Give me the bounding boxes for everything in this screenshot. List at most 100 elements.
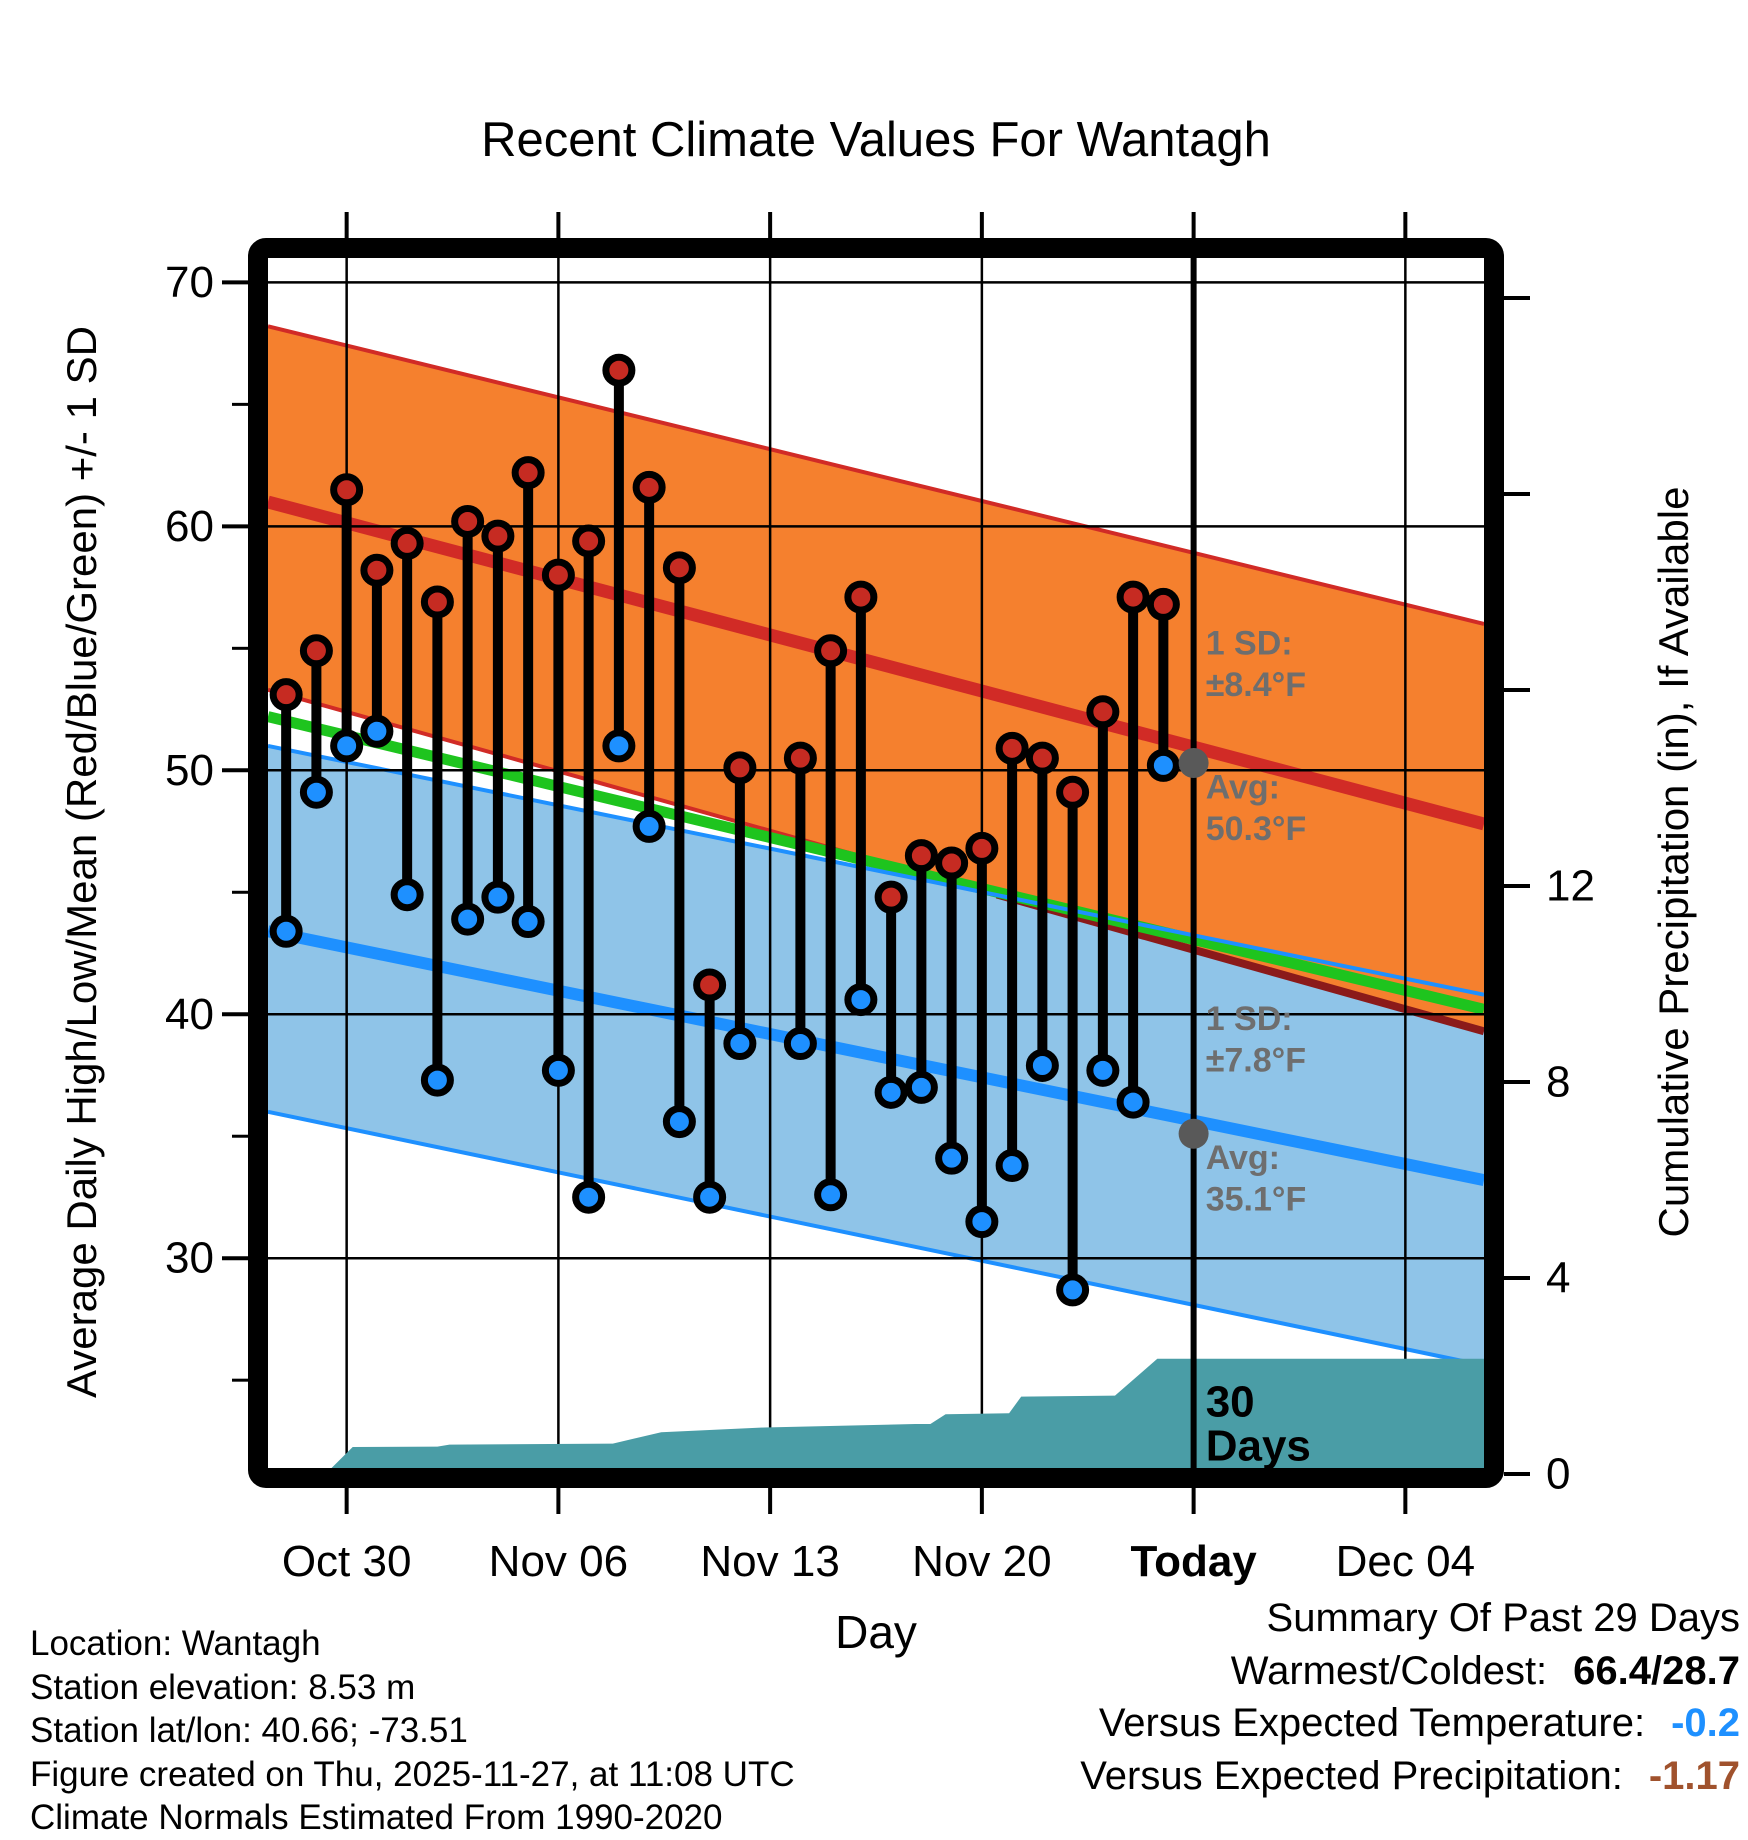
- annotation-0-line-1: ±8.4°F: [1206, 666, 1306, 704]
- summary-title: Summary Of Past 29 Days: [1266, 1596, 1740, 1640]
- y-left-tick-label-70: 70: [165, 258, 214, 307]
- low-dot-Nov-02: [420, 1063, 454, 1097]
- low-dot-Nov-15: [814, 1178, 848, 1212]
- annotation-1-line-0: Avg:: [1206, 768, 1280, 806]
- low-dot-Nov-22: [1025, 1048, 1059, 1082]
- annotation-3-line-1: 35.1°F: [1206, 1181, 1307, 1219]
- low-dot-Nov-17: [874, 1075, 908, 1109]
- high-dot-Nov-20: [965, 831, 999, 865]
- high-dot-Nov-15: [814, 634, 848, 668]
- high-dot-Nov-09: [632, 470, 666, 504]
- high-dot-Nov-11: [693, 968, 727, 1002]
- high-dot-Oct-29: [299, 634, 333, 668]
- high-dot-Nov-14: [783, 741, 817, 775]
- summary-value: 66.4/28.7: [1573, 1648, 1740, 1693]
- low-dot-Nov-09: [632, 809, 666, 843]
- high-dot-Nov-26: [1146, 587, 1180, 621]
- figure-title: Recent Climate Values For Wantagh: [481, 113, 1271, 167]
- low-dot-Nov-06: [541, 1053, 575, 1087]
- window-label-line-0: 30: [1206, 1378, 1255, 1427]
- station-location: Location: Wantagh: [30, 1624, 321, 1663]
- y-right-tick-label-4: 4: [1546, 1254, 1570, 1303]
- annotation-3-line-0: Avg:: [1206, 1139, 1280, 1177]
- low-dot-Nov-14: [783, 1027, 817, 1061]
- high-plus-sd-line: [267, 324, 1485, 626]
- y-right-axis-label: Cumulative Precipitation (in), If Availa…: [1650, 486, 1697, 1238]
- low-dot-Oct-29: [299, 775, 333, 809]
- high-dot-Nov-16: [844, 580, 878, 614]
- low-dot-Nov-26: [1146, 748, 1180, 782]
- high-dot-Nov-23: [1056, 775, 1090, 809]
- annotation-0-line-0: 1 SD:: [1206, 624, 1293, 662]
- high-dot-Nov-03: [451, 504, 485, 538]
- y-left-tick-label-30: 30: [165, 1234, 214, 1283]
- high-dot-Nov-10: [662, 551, 696, 585]
- high-dot-Nov-17: [874, 880, 908, 914]
- y-left-tick-label-40: 40: [165, 990, 214, 1039]
- low-dot-Oct-28: [269, 914, 303, 948]
- high-dot-Nov-21: [995, 731, 1029, 765]
- summary-row-vs-precipitation: Versus Expected Precipitation: -1.17: [1080, 1750, 1740, 1803]
- summary-value: -0.2: [1671, 1701, 1740, 1745]
- annotation-2-line-0: 1 SD:: [1206, 1000, 1293, 1038]
- x-tick-label-Oct-30: Oct 30: [282, 1537, 412, 1586]
- high-dot-Oct-31: [360, 553, 394, 587]
- high-dot-Nov-02: [420, 585, 454, 619]
- high-dot-Nov-25: [1116, 580, 1150, 614]
- climate-normals-note: Climate Normals Estimated From 1990-2020: [30, 1798, 723, 1837]
- low-dot-Nov-20: [965, 1205, 999, 1239]
- low-dot-Nov-18: [904, 1070, 938, 1104]
- summary-value: -1.17: [1648, 1753, 1740, 1798]
- low-dot-Nov-07: [572, 1180, 606, 1214]
- x-tick-label-Dec-04: Dec 04: [1336, 1537, 1475, 1586]
- high-dot-Nov-06: [541, 558, 575, 592]
- high-dot-Nov-22: [1025, 741, 1059, 775]
- low-dot-Nov-21: [995, 1149, 1029, 1182]
- low-dot-Oct-31: [360, 714, 394, 748]
- low-dot-Oct-30: [330, 729, 364, 763]
- high-dot-Nov-19: [935, 846, 969, 880]
- high-dot-Nov-04: [481, 519, 515, 553]
- low-dot-Nov-23: [1056, 1273, 1090, 1307]
- low-dot-Nov-08: [602, 729, 636, 763]
- summary-label: Versus Expected Temperature:: [1098, 1701, 1646, 1745]
- low-dot-Nov-24: [1086, 1053, 1120, 1087]
- x-tick-label-Nov-20: Nov 20: [912, 1537, 1051, 1586]
- high-dot-Nov-07: [572, 524, 606, 558]
- station-latlon: Station lat/lon: 40.66; -73.51: [30, 1711, 468, 1750]
- summary-row-warmest-coldest: Warmest/Coldest: 66.4/28.7: [1080, 1645, 1740, 1698]
- low-dot-Nov-19: [935, 1141, 969, 1175]
- high-dot-Nov-05: [511, 456, 545, 490]
- low-dot-Nov-25: [1116, 1085, 1150, 1119]
- station-elevation: Station elevation: 8.53 m: [30, 1667, 416, 1707]
- low-dot-Nov-12: [723, 1027, 757, 1061]
- high-dot-Nov-08: [602, 353, 636, 387]
- plot-frame: [248, 238, 1504, 1488]
- high-dot-Nov-24: [1086, 695, 1120, 729]
- x-tick-label-Nov-13: Nov 13: [700, 1537, 839, 1586]
- low-dot-Nov-05: [511, 905, 545, 939]
- figure-created: Figure created on Thu, 2025-11-27, at 11…: [30, 1754, 795, 1794]
- low-dot-Nov-01: [390, 878, 424, 912]
- x-axis-label: Day: [835, 1606, 917, 1658]
- high-dot-Nov-18: [904, 839, 938, 873]
- annotation-1-line-1: 50.3°F: [1206, 810, 1307, 848]
- y-left-tick-label-50: 50: [165, 746, 214, 795]
- annotation-2-line-1: ±7.8°F: [1206, 1042, 1306, 1080]
- summary-label: Versus Expected Precipitation:: [1080, 1753, 1623, 1798]
- y-right-tick-label-8: 8: [1546, 1058, 1570, 1107]
- x-tick-label-Today: Today: [1130, 1537, 1257, 1586]
- summary-row-vs-temperature: Versus Expected Temperature: -0.2: [1080, 1697, 1740, 1750]
- summary-label: Warmest/Coldest:: [1230, 1648, 1548, 1693]
- high-dot-Oct-28: [269, 678, 303, 712]
- low-dot-Nov-04: [481, 880, 515, 914]
- y-right-tick-label-12: 12: [1546, 862, 1595, 911]
- window-label-line-1: Days: [1206, 1422, 1311, 1471]
- low-minus-sd-line: [267, 1109, 1485, 1368]
- low-dot-Nov-03: [451, 902, 485, 936]
- high-dot-Nov-01: [390, 526, 424, 560]
- station-info-block: Location: Wantagh Station elevation: 8.5…: [30, 1622, 795, 1840]
- high-dot-Oct-30: [330, 473, 364, 507]
- high-dot-Nov-12: [723, 751, 757, 785]
